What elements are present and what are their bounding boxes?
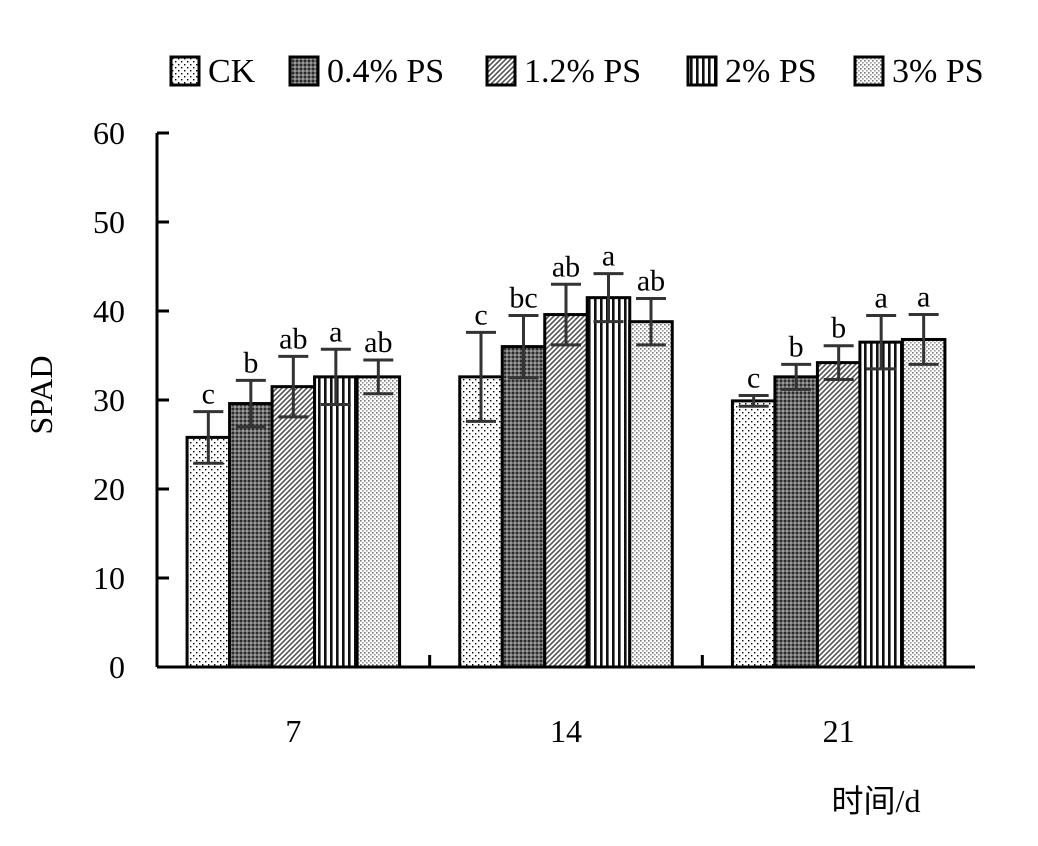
legend-item: 3% PS <box>853 53 984 90</box>
bar <box>228 402 274 669</box>
significance-label: ab <box>279 322 307 355</box>
legend-swatch <box>686 55 718 87</box>
x-tick-label: 14 <box>550 713 582 749</box>
significance-label: b <box>831 312 846 345</box>
significance-label: b <box>789 330 804 363</box>
error-bar <box>235 378 266 429</box>
error-bar <box>636 297 666 347</box>
error-bar <box>363 358 394 396</box>
significance-label: a <box>875 281 888 314</box>
legend-label: CK <box>208 53 256 90</box>
error-bar <box>193 410 224 465</box>
legend-item: CK <box>169 53 256 90</box>
significance-label: c <box>474 298 487 331</box>
error-bar <box>866 313 897 371</box>
significance-label: ab <box>637 265 665 298</box>
significance-label: bc <box>509 281 537 314</box>
bar <box>773 375 819 669</box>
y-tick-label: 20 <box>93 471 125 507</box>
bar <box>585 296 632 669</box>
legend-item: 0.4% PS <box>288 53 444 90</box>
significance-label: ab <box>364 326 392 359</box>
x-axis-label: 时间/d <box>832 783 921 819</box>
bar <box>270 385 317 669</box>
bar <box>858 340 904 669</box>
significance-label: c <box>747 362 760 395</box>
y-axis-label: SPAD <box>23 356 59 435</box>
y-tick-label: 50 <box>93 204 125 240</box>
bar <box>313 375 359 669</box>
bar <box>500 345 547 669</box>
bar <box>628 320 674 669</box>
bar <box>543 313 589 669</box>
bar <box>458 375 504 669</box>
error-bar <box>738 394 769 408</box>
legend-item: 1.2% PS <box>485 53 641 90</box>
legend-swatch <box>169 55 201 87</box>
legend-swatch <box>485 55 517 87</box>
error-bar <box>823 344 854 382</box>
bar <box>355 375 402 669</box>
legend-swatch <box>853 55 885 87</box>
legend-label: 0.4% PS <box>327 53 444 90</box>
error-bar <box>508 313 539 380</box>
bar <box>730 399 777 669</box>
legend-item: 2% PS <box>686 53 817 90</box>
y-tick-label: 10 <box>93 560 125 596</box>
error-bar <box>551 282 581 347</box>
y-tick-label: 40 <box>93 293 125 329</box>
y-tick-label: 0 <box>109 649 125 685</box>
significance-label: b <box>243 346 258 379</box>
significance-label: ab <box>552 250 580 283</box>
x-tick-label: 7 <box>285 713 301 749</box>
error-bar <box>908 313 939 366</box>
legend-swatch <box>288 55 320 87</box>
significance-label: c <box>202 378 215 411</box>
legend-label: 3% PS <box>892 53 984 90</box>
legend-label: 1.2% PS <box>524 53 641 90</box>
bar <box>185 435 232 669</box>
significance-label: a <box>329 315 342 348</box>
legend-label: 2% PS <box>725 53 817 90</box>
bar <box>815 361 862 669</box>
error-bar <box>466 330 496 423</box>
bar <box>900 337 947 669</box>
significance-label: a <box>602 240 615 273</box>
error-bar <box>593 272 624 324</box>
error-bar <box>781 362 812 391</box>
error-bar <box>278 354 309 419</box>
y-tick-label: 60 <box>93 115 125 151</box>
y-tick-label: 30 <box>93 382 125 418</box>
significance-label: a <box>917 281 930 314</box>
error-bar <box>320 347 351 406</box>
x-tick-label: 21 <box>823 713 855 749</box>
legend: CK 0.4% PS 1.2% PS 2% PS 3% PS <box>169 53 984 90</box>
